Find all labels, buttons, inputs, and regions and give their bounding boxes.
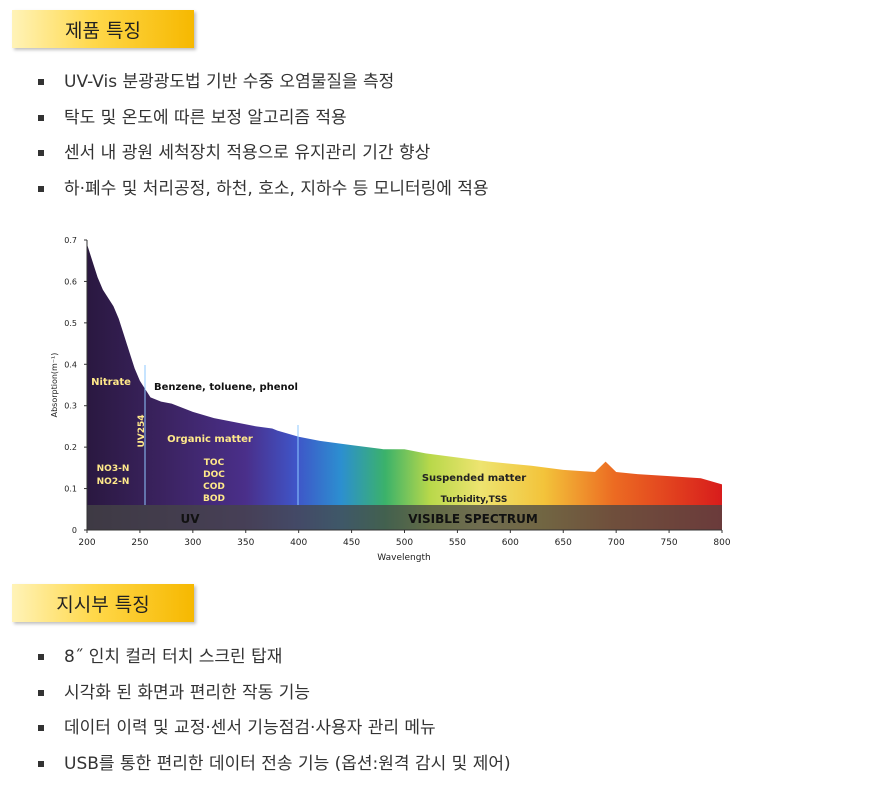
chart: 0 0.1 0.2 0.3 0.4 0.5 0.6 0.7 200 250 300 350 400 450… xyxy=(50,236,731,563)
feature-item: 하·폐수 및 처리공정, 하천, 호소, 지하수 등 모니터링에 적용 xyxy=(36,178,489,214)
annotation: Nitrate xyxy=(91,377,131,388)
annotation: NO3-N xyxy=(97,464,130,474)
feature-item: UV-Vis 분광광도법 기반 수중 오염물질을 측정 xyxy=(36,71,489,107)
y-axis-label: Absorption(m⁻¹) xyxy=(50,353,59,418)
annotation: COD xyxy=(203,482,225,492)
y-tick-label: 0 xyxy=(72,526,77,535)
annotation: Benzene, toluene, phenol xyxy=(154,382,298,393)
x-tick-label: 450 xyxy=(343,538,360,548)
x-tick-label: 750 xyxy=(660,538,677,548)
area xyxy=(87,244,722,530)
y-tick-label: 0.3 xyxy=(64,402,77,411)
annotation: UV254 xyxy=(137,414,147,447)
feature-item: 탁도 및 온도에 따른 보정 알고리즘 적용 xyxy=(36,107,489,143)
annotation: DOC xyxy=(203,470,225,480)
feature-item: 데이터 이력 및 교정·센서 기능점검·사용자 관리 메뉴 xyxy=(36,717,511,753)
x-tick-label: 500 xyxy=(396,538,413,548)
x-tick-label: 550 xyxy=(449,538,466,548)
x-tick-label: 700 xyxy=(608,538,625,548)
feature-item: USB를 통한 편리한 데이터 전송 기능 (옵션:원격 감시 및 제어) xyxy=(36,753,511,789)
y-tick-label: 0.7 xyxy=(64,236,77,245)
y-tick-label: 0.4 xyxy=(64,360,77,369)
annotation: Organic matter xyxy=(167,434,253,445)
annotation: Turbidity,TSS xyxy=(441,495,508,505)
annotation: VISIBLE SPECTRUM xyxy=(408,512,538,526)
annotation: BOD xyxy=(203,494,225,504)
x-tick-label: 250 xyxy=(131,538,148,548)
x-tick-label: 800 xyxy=(713,538,730,548)
y-tick-label: 0.2 xyxy=(64,443,77,452)
y-tick-label: 0.1 xyxy=(64,485,77,494)
section-heading: 제품 특징 xyxy=(12,10,194,48)
annotation: Suspended matter xyxy=(422,473,526,484)
annotation: UV xyxy=(180,512,200,526)
x-tick-label: 350 xyxy=(237,538,254,548)
y-tick-label: 0.5 xyxy=(64,319,77,328)
x-tick-label: 200 xyxy=(78,538,95,548)
feature-item: 센서 내 광원 세척장치 적용으로 유지관리 기간 향상 xyxy=(36,142,489,178)
feature-item: 8˝ 인치 컬러 터치 스크린 탑재 xyxy=(36,646,511,682)
feature-item: 시각화 된 화면과 편리한 작동 기능 xyxy=(36,682,511,718)
y-tick-label: 0.6 xyxy=(64,277,77,286)
spectrum-band xyxy=(87,505,722,530)
x-tick-label: 300 xyxy=(184,538,201,548)
x-tick-label: 600 xyxy=(502,538,519,548)
annotation: TOC xyxy=(204,458,225,468)
x-tick-label: 400 xyxy=(290,538,307,548)
annotation: NO2-N xyxy=(97,477,130,487)
section-heading: 지시부 특징 xyxy=(12,584,194,622)
feature-list: 8˝ 인치 컬러 터치 스크린 탑재 시각화 된 화면과 편리한 작동 기능 데이터… xyxy=(36,646,511,788)
feature-list: UV-Vis 분광광도법 기반 수중 오염물질을 측정 탁도 및 온도에 따른 보… xyxy=(36,71,489,213)
x-tick-label: 650 xyxy=(555,538,572,548)
x-axis-label: Wavelength xyxy=(377,553,430,563)
